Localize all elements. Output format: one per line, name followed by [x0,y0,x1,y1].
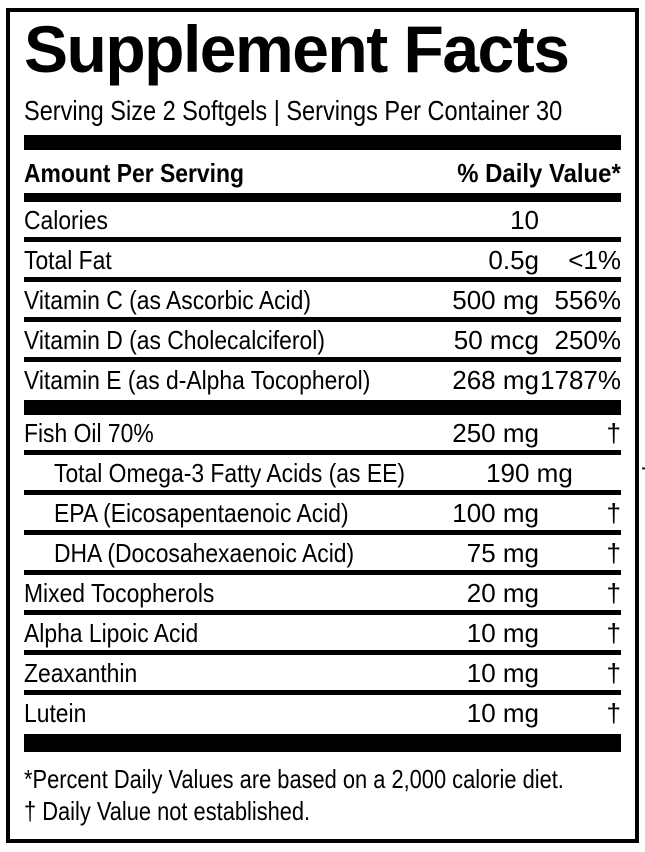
divider-bar-header [24,193,621,202]
nutrient-name: Fish Oil 70% [24,418,154,448]
nutrient-daily-value: † [606,498,621,528]
nutrient-daily-value: † [573,459,645,487]
table-row: Fish Oil 70% 250 mg † [24,415,621,455]
divider-bar-bottom [24,734,621,752]
nutrient-amount: 268 mg [452,365,539,395]
table-row: Total Fat 0.5g <1% [24,242,621,282]
nutrient-amount: 500 mg [452,285,539,315]
nutrient-name: Zeaxanthin [24,658,138,688]
nutrient-daily-value: 556% [554,285,622,315]
nutrient-name: Alpha Lipoic Acid [24,618,199,648]
ingredients-table: Fish Oil 70% 250 mg † Total Omega-3 Fatt… [24,415,645,730]
nutrients-table: Calories 10 Total Fat 0.5g <1% Vitamin C… [24,202,621,397]
nutrient-name: Vitamin D (as Cholecalciferol) [24,325,325,355]
nutrient-daily-value: † [606,538,621,568]
nutrient-name: Calories [24,205,108,235]
nutrient-amount: 250 mg [452,418,539,448]
nutrient-daily-value: † [606,698,621,728]
table-row: EPA (Eicosapentaenoic Acid) 100 mg † [24,495,621,535]
amount-per-serving-header: Amount Per Serving [24,158,244,188]
divider-bar-middle [24,400,621,415]
nutrient-name: Vitamin C (as Ascorbic Acid) [24,285,311,315]
nutrient-daily-value: 250% [554,325,622,355]
footnote-percent-daily-value: *Percent Daily Values are based on a 2,0… [24,764,564,794]
nutrient-daily-value: † [606,418,621,448]
column-header-row: Amount Per Serving % Daily Value* [24,159,621,187]
nutrient-amount: 10 mg [466,698,539,728]
nutrient-name: Mixed Tocopherols [24,578,215,608]
page-title: Supplement Facts [24,12,570,86]
table-row: Mixed Tocopherols 20 mg † [24,575,621,615]
nutrient-daily-value: † [606,658,621,688]
divider-bar-top [24,135,621,150]
table-row: Calories 10 [24,202,621,242]
nutrient-name: DHA (Docosahexaenoic Acid) [54,538,355,568]
nutrient-amount: 10 [510,205,539,235]
nutrient-daily-value: † [606,578,621,608]
table-row: Vitamin D (as Cholecalciferol) 50 mcg 25… [24,322,621,362]
table-row: Alpha Lipoic Acid 10 mg † [24,615,621,655]
nutrient-name: Total Fat [24,245,112,275]
nutrient-daily-value: † [606,618,621,648]
nutrient-amount: 190 mg [486,458,573,488]
nutrient-name: Vitamin E (as d-Alpha Tocopherol) [24,365,371,395]
table-row: DHA (Docosahexaenoic Acid) 75 mg † [24,535,621,575]
nutrient-amount: 100 mg [452,498,539,528]
nutrient-name: Lutein [24,698,87,728]
nutrient-amount: 10 mg [466,618,539,648]
serving-info: Serving Size 2 Softgels | Servings Per C… [24,96,621,126]
table-row: Lutein 10 mg † [24,695,621,730]
nutrient-amount: 50 mcg [453,325,539,355]
label-frame: Supplement Facts Serving Size 2 Softgels… [6,8,645,843]
nutrient-amount: 20 mg [466,578,539,608]
footnotes: *Percent Daily Values are based on a 2,0… [24,763,621,827]
table-row: Total Omega-3 Fatty Acids (as EE) 190 mg… [24,455,645,495]
nutrient-daily-value: <1% [568,245,621,275]
table-row: Vitamin C (as Ascorbic Acid) 500 mg 556% [24,282,621,322]
serving-info-text: Serving Size 2 Softgels | Servings Per C… [24,95,563,126]
daily-value-header: % Daily Value* [457,158,621,188]
table-row: Zeaxanthin 10 mg † [24,655,621,695]
nutrient-name: Total Omega-3 Fatty Acids (as EE) [54,458,405,488]
table-row: Vitamin E (as d-Alpha Tocopherol) 268 mg… [24,362,621,397]
nutrient-amount: 75 mg [466,538,539,568]
nutrient-daily-value: 1787% [540,365,621,395]
nutrient-amount: 10 mg [466,658,539,688]
nutrient-amount: 0.5g [488,245,539,275]
nutrient-name: EPA (Eicosapentaenoic Acid) [54,498,349,528]
footnote-daily-value-not-established: † Daily Value not established. [24,796,311,826]
